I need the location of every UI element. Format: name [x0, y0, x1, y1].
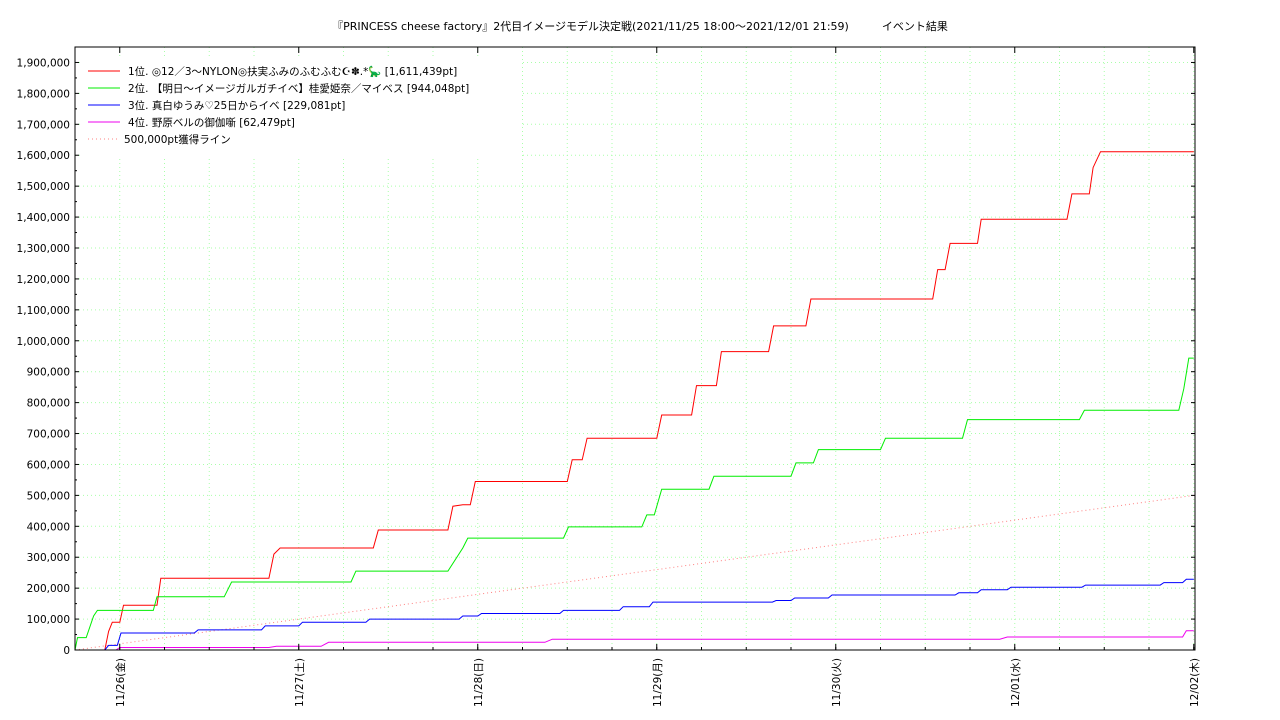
y-tick-label: 1,500,000 [17, 181, 70, 193]
series-line-5 [74, 494, 1194, 651]
y-tick-label: 600,000 [27, 459, 70, 471]
axes: 0 100,000 200,000 300,000 400,000 500,000 600,… [17, 46, 1201, 707]
y-tick-label: 1,000,000 [17, 336, 70, 348]
y-tick-label: 200,000 [27, 583, 70, 595]
series-line-2 [74, 357, 1194, 651]
y-tick-label: 300,000 [27, 552, 70, 564]
y-tick-label: 100,000 [27, 614, 70, 626]
legend-label-1: 1位. ◎12／3〜NYLON◎扶実ふみのふむふむ☪︎✽.*🦕 [1,611,4… [128, 65, 457, 78]
y-tick-label: 1,200,000 [17, 274, 70, 286]
x-tick-label: 11/30(火) [831, 658, 843, 707]
legend-box [80, 58, 522, 158]
x-tick-label: 11/27(土) [293, 658, 306, 707]
x-tick-label: 11/26(金) [114, 658, 127, 707]
y-tick-label: 0 [63, 645, 70, 657]
y-tick-label: 1,900,000 [17, 57, 70, 69]
chart-title: 『PRINCESS cheese factory』2代目イメージモデル決定戦(2… [332, 20, 948, 33]
plot-frame [74, 46, 1196, 651]
legend-label-2: 2位. 【明日〜イメージガルガチイベ】桂愛姫奈／マイベス [944,048pt] [128, 82, 469, 95]
y-tick-label: 1,700,000 [17, 119, 70, 131]
legend: 1位. ◎12／3〜NYLON◎扶実ふみのふむふむ☪︎✽.*🦕 [1,611,4… [80, 58, 522, 158]
x-tick-label: 12/02(木) [1189, 658, 1201, 707]
reference-lines [74, 494, 1194, 651]
y-tick-label: 500,000 [27, 490, 70, 502]
y-tick-label: 1,100,000 [17, 305, 70, 317]
y-tick-label: 800,000 [27, 398, 70, 410]
x-tick-label: 12/01(水) [1010, 658, 1022, 707]
series-line-4 [75, 630, 1194, 651]
y-tick-label: 400,000 [27, 521, 70, 533]
series-lines [74, 151, 1194, 651]
legend-label-5: 500,000pt獲得ライン [124, 133, 231, 146]
series-line-1 [75, 151, 1194, 651]
y-tick-label: 1,400,000 [17, 212, 70, 224]
y-tick-label: 700,000 [27, 429, 70, 441]
y-tick-label: 900,000 [27, 367, 70, 379]
x-tick-label: 11/29(月) [652, 658, 664, 707]
y-tick-label: 1,600,000 [17, 150, 70, 162]
x-tick-label: 11/28(日) [473, 658, 485, 707]
y-tick-label: 1,800,000 [17, 88, 70, 100]
series-line-3 [75, 578, 1194, 651]
legend-label-3: 3位. 真白ゆうみ♡25日からイベ [229,081pt] [128, 99, 345, 112]
y-tick-label: 1,300,000 [17, 243, 70, 255]
legend-label-4: 4位. 野原ベルの御伽噺 [62,479pt] [128, 116, 295, 129]
